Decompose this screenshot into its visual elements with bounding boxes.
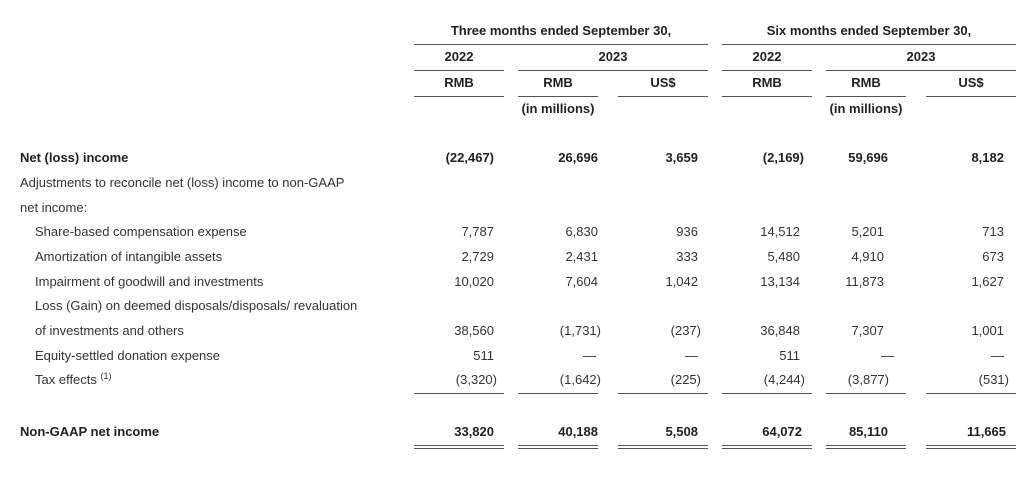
header-year-2023-h: 2023 xyxy=(906,49,936,64)
header-rule xyxy=(518,96,598,97)
header-rule xyxy=(926,96,1016,97)
header-currency: US$ xyxy=(958,75,984,90)
header-rule xyxy=(414,70,504,71)
cell-value: 5,480 xyxy=(767,249,800,264)
cell-value: 1,627 xyxy=(971,274,1004,289)
total-double-rule xyxy=(926,445,1016,449)
header-rule xyxy=(826,96,906,97)
cell-value: 713 xyxy=(982,224,1004,239)
row-label-non-gaap: Non-GAAP net income xyxy=(20,424,160,439)
header-in-millions: (in millions) xyxy=(521,101,595,116)
cell-value: 1,042 xyxy=(665,274,698,289)
footnote-marker: (1) xyxy=(100,371,112,381)
row-label-net-income: Net (loss) income xyxy=(20,150,129,165)
cell-value: 6,830 xyxy=(565,224,598,239)
row-label-adjustments: Adjustments to reconcile net (loss) inco… xyxy=(20,175,345,190)
cell-value: (1,642) xyxy=(559,372,601,387)
subtotal-rule xyxy=(414,393,504,394)
cell-value: 36,848 xyxy=(760,323,800,338)
cell-value: (3,877) xyxy=(847,372,889,387)
cell-value: 14,512 xyxy=(760,224,800,239)
header-currency: RMB xyxy=(543,75,573,90)
header-rule xyxy=(826,70,1016,71)
header-year-2023-q: 2023 xyxy=(598,49,628,64)
cell-value: 7,604 xyxy=(565,274,598,289)
cell-value: — xyxy=(583,348,596,363)
header-six-months: Six months ended September 30, xyxy=(766,23,972,38)
cell-value: 26,696 xyxy=(558,150,598,165)
row-label-loss-gain-cont: of investments and others xyxy=(35,323,184,338)
header-rule xyxy=(722,44,1016,45)
header-rule xyxy=(518,70,708,71)
cell-value: (22,467) xyxy=(445,150,494,165)
row-label-amortization: Amortization of intangible assets xyxy=(35,249,223,264)
cell-value: 7,787 xyxy=(461,224,494,239)
row-label-donation: Equity-settled donation expense xyxy=(35,348,221,363)
cell-value: 13,134 xyxy=(760,274,800,289)
cell-value: 85,110 xyxy=(848,424,888,439)
cell-value: 8,182 xyxy=(971,150,1004,165)
tax-effects-label: Tax effects xyxy=(35,372,97,387)
cell-value: 2,431 xyxy=(565,249,598,264)
cell-value: — xyxy=(685,348,698,363)
row-label-impairment: Impairment of goodwill and investments xyxy=(35,274,264,289)
header-year-2022-h: 2022 xyxy=(752,49,782,64)
cell-value: (4,244) xyxy=(763,372,805,387)
cell-value: 511 xyxy=(473,348,494,363)
header-currency: RMB xyxy=(752,75,782,90)
row-label-loss-gain: Loss (Gain) on deemed disposals/disposal… xyxy=(35,298,358,313)
cell-value: (531) xyxy=(978,372,1009,387)
cell-value: 936 xyxy=(676,224,698,239)
cell-value: 10,020 xyxy=(454,274,494,289)
header-rule xyxy=(722,96,812,97)
cell-value: 5,508 xyxy=(665,424,698,439)
header-year-2022-q: 2022 xyxy=(444,49,474,64)
header-rule xyxy=(414,96,504,97)
cell-value: (237) xyxy=(670,323,701,338)
cell-value: 64,072 xyxy=(762,424,802,439)
header-rule xyxy=(618,96,708,97)
total-double-rule xyxy=(518,445,598,449)
header-currency: RMB xyxy=(444,75,474,90)
cell-value: 511 xyxy=(779,348,800,363)
subtotal-rule xyxy=(618,393,708,394)
cell-value: 59,696 xyxy=(848,150,888,165)
cell-value: 33,820 xyxy=(454,424,494,439)
cell-value: — xyxy=(991,348,1004,363)
cell-value: 11,665 xyxy=(966,424,1006,439)
cell-value: 673 xyxy=(982,249,1004,264)
subtotal-rule xyxy=(826,393,906,394)
cell-value: (1,731) xyxy=(559,323,601,338)
row-label-sbc: Share-based compensation expense xyxy=(35,224,247,239)
cell-value: 3,659 xyxy=(665,150,698,165)
subtotal-rule xyxy=(722,393,812,394)
cell-value: 333 xyxy=(676,249,698,264)
cell-value: (2,169) xyxy=(762,150,804,165)
cell-value: (3,320) xyxy=(455,372,497,387)
cell-value: 11,873 xyxy=(845,274,884,289)
header-currency: US$ xyxy=(650,75,676,90)
subtotal-rule xyxy=(926,393,1016,394)
header-in-millions: (in millions) xyxy=(829,101,903,116)
row-label-tax-effects: Tax effects (1) xyxy=(35,371,112,388)
cell-value: 7,307 xyxy=(851,323,884,338)
cell-value: 2,729 xyxy=(461,249,494,264)
header-rule xyxy=(414,44,708,45)
header-three-months: Three months ended September 30, xyxy=(450,23,672,38)
cell-value: — xyxy=(881,348,894,363)
cell-value: 40,188 xyxy=(558,424,598,439)
cell-value: 4,910 xyxy=(851,249,884,264)
total-double-rule xyxy=(414,445,504,449)
cell-value: 38,560 xyxy=(454,323,494,338)
total-double-rule xyxy=(826,445,906,449)
header-currency: RMB xyxy=(851,75,881,90)
row-label-adjustments-cont: net income: xyxy=(20,200,88,215)
total-double-rule xyxy=(618,445,708,449)
subtotal-rule xyxy=(518,393,598,394)
cell-value: (225) xyxy=(670,372,701,387)
cell-value: 1,001 xyxy=(971,323,1004,338)
header-rule xyxy=(722,70,812,71)
cell-value: 5,201 xyxy=(851,224,884,239)
total-double-rule xyxy=(722,445,812,449)
